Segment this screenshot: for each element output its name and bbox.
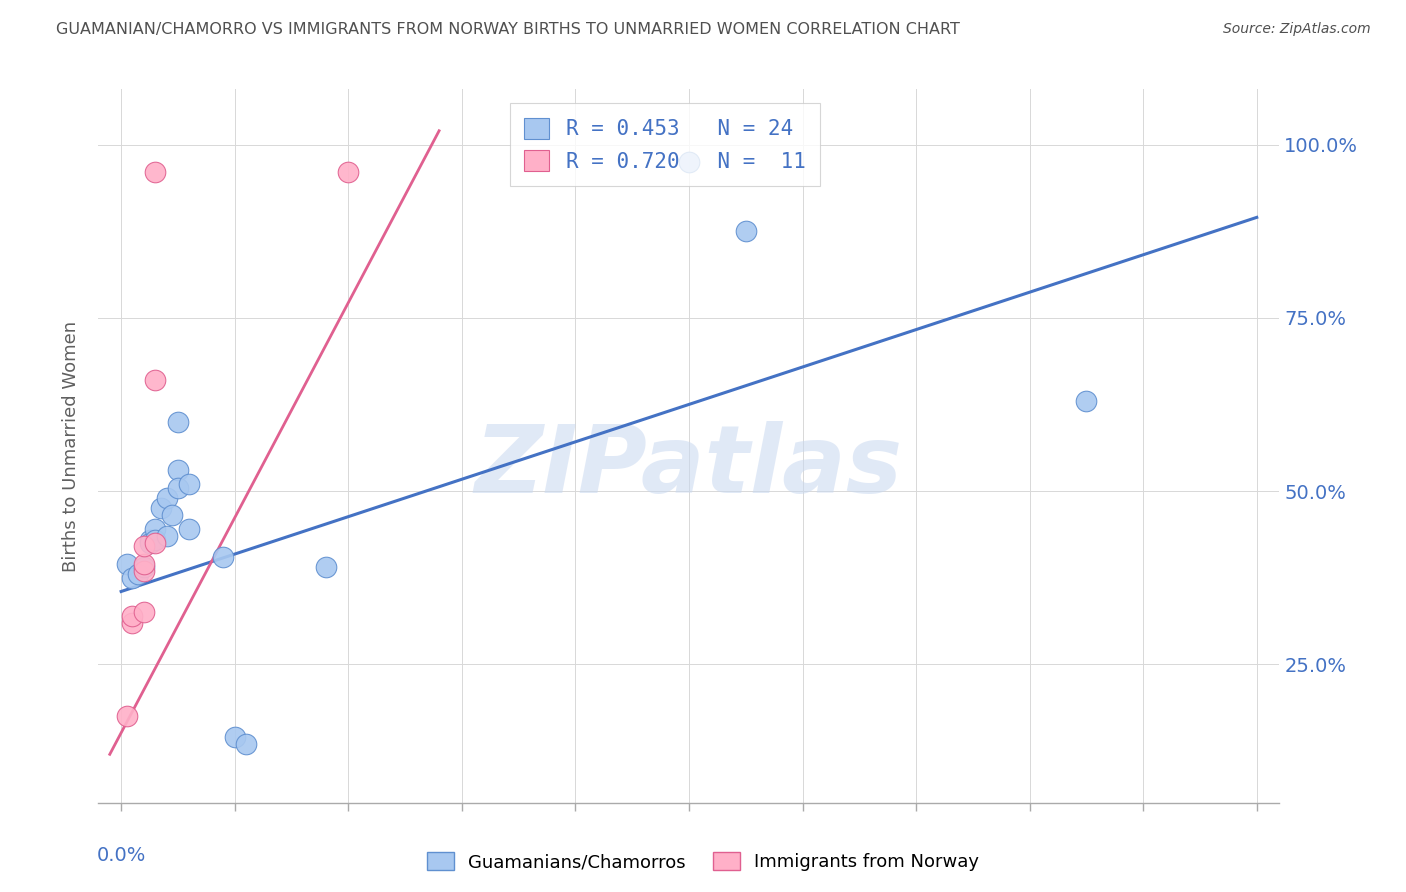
- Point: [132, 540, 155, 554]
- Point: [143, 522, 166, 536]
- Point: [678, 155, 700, 169]
- Text: Source: ZipAtlas.com: Source: ZipAtlas.com: [1223, 22, 1371, 37]
- Legend: R = 0.453   N = 24, R = 0.720   N =  11: R = 0.453 N = 24, R = 0.720 N = 11: [509, 103, 820, 186]
- Point: [179, 477, 201, 491]
- Point: [115, 709, 138, 723]
- Point: [167, 463, 190, 477]
- Point: [155, 529, 177, 543]
- Point: [121, 571, 143, 585]
- Point: [132, 564, 155, 578]
- Point: [235, 737, 257, 751]
- Point: [224, 730, 246, 744]
- Point: [143, 536, 166, 550]
- Point: [167, 481, 190, 495]
- Point: [1076, 394, 1098, 409]
- Point: [121, 608, 143, 623]
- Text: GUAMANIAN/CHAMORRO VS IMMIGRANTS FROM NORWAY BIRTHS TO UNMARRIED WOMEN CORRELATI: GUAMANIAN/CHAMORRO VS IMMIGRANTS FROM NO…: [56, 22, 960, 37]
- Point: [179, 522, 201, 536]
- Point: [121, 615, 143, 630]
- Point: [155, 491, 177, 505]
- Text: 0.0%: 0.0%: [97, 846, 146, 864]
- Point: [734, 224, 756, 238]
- Point: [132, 560, 155, 574]
- Legend: Guamanians/Chamorros, Immigrants from Norway: Guamanians/Chamorros, Immigrants from No…: [419, 845, 987, 879]
- Point: [127, 567, 149, 582]
- Point: [162, 508, 183, 523]
- Point: [143, 373, 166, 387]
- Point: [132, 605, 155, 619]
- Point: [149, 501, 172, 516]
- Point: [143, 165, 166, 179]
- Point: [138, 533, 160, 547]
- Point: [115, 557, 138, 571]
- Point: [337, 165, 360, 179]
- Point: [132, 557, 155, 571]
- Point: [167, 415, 190, 429]
- Point: [315, 560, 337, 574]
- Y-axis label: Births to Unmarried Women: Births to Unmarried Women: [62, 320, 80, 572]
- Point: [138, 536, 160, 550]
- Text: ZIPatlas: ZIPatlas: [475, 421, 903, 514]
- Point: [212, 549, 235, 564]
- Point: [143, 533, 166, 547]
